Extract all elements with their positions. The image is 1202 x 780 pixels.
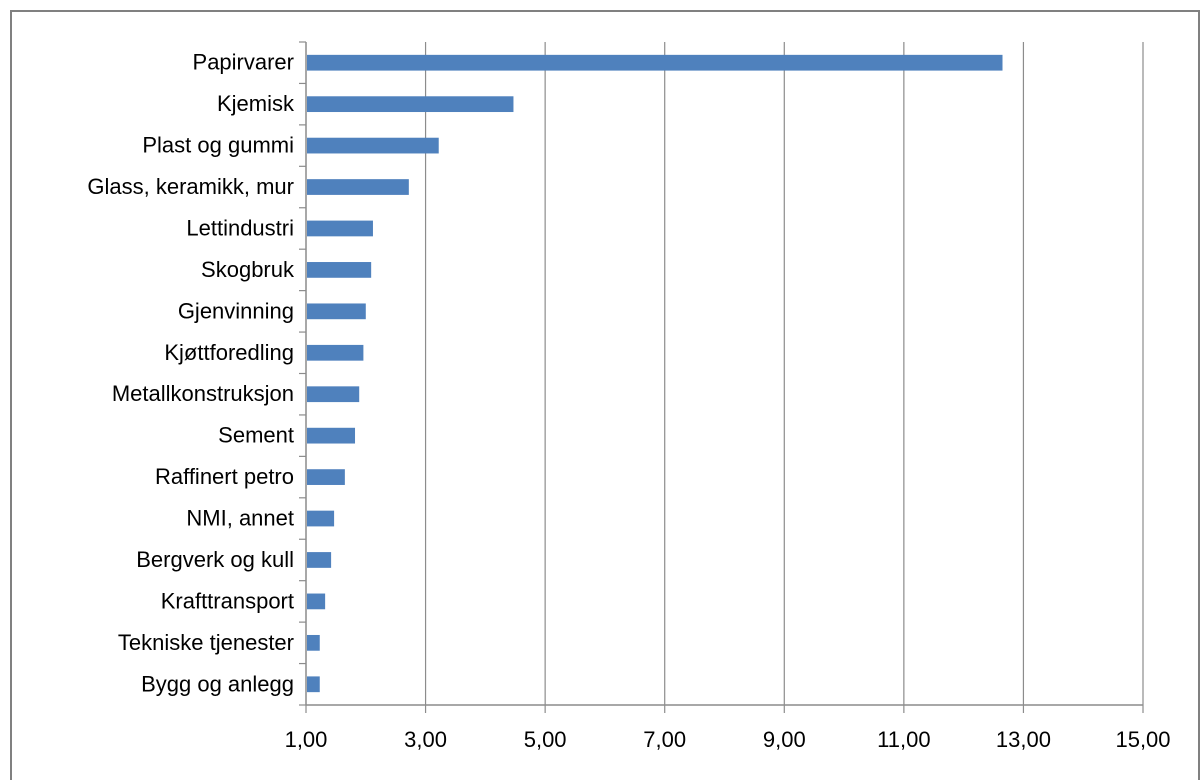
bar [307,427,356,444]
bar [307,54,1003,71]
bar [307,676,320,693]
bar [307,510,335,527]
grid-lines [424,42,1144,705]
category-labels: Papirvarer Kjemisk Plast og gummi Glass, ke… [87,50,295,697]
bar [307,344,364,361]
x-tick-labels: 1,00 3,00 5,00 7,00 9,00 11,00 13,00 15,00 [285,727,1171,752]
category-label: Kjøttforedling [164,340,294,365]
bar-chart: Papirvarer Kjemisk Plast og gummi Glass, ke… [87,41,1171,752]
category-label: Gjenvinning [178,298,294,323]
bar [307,137,439,154]
category-label: NMI, annet [186,506,294,531]
category-label: Bergverk og kull [136,547,294,572]
bars [307,54,1003,693]
category-label: Lettindustri [186,215,294,240]
bar [307,220,373,237]
category-label: Tekniske tjenester [118,630,294,655]
category-label: Metallkonstruksjon [112,381,294,406]
bar [307,262,372,278]
category-label: Papirvarer [193,50,294,75]
x-tick-label: 5,00 [524,727,567,752]
bar [307,386,360,403]
x-tick-label: 9,00 [763,727,806,752]
x-tick-label: 3,00 [404,727,447,752]
bar [307,96,514,113]
x-tick-label: 13,00 [996,727,1051,752]
bar [307,593,326,610]
category-label: Sement [218,423,294,448]
category-label: Glass, keramikk, mur [87,174,294,199]
category-label: Skogbruk [201,257,295,282]
category-label: Plast og gummi [142,133,294,158]
category-label: Raffinert petro [155,464,294,489]
bar [307,469,345,485]
axes [299,41,1144,713]
category-label: Kjemisk [217,91,295,116]
bar [307,179,409,195]
x-tick-label: 1,00 [285,727,328,752]
x-tick-label: 15,00 [1115,727,1170,752]
chart-frame: Papirvarer Kjemisk Plast og gummi Glass, ke… [10,10,1200,780]
x-tick-label: 7,00 [643,727,686,752]
bar [307,303,366,320]
x-tick-label: 11,00 [877,727,930,752]
category-label: Krafttransport [161,588,294,613]
bar [307,552,332,568]
bar [307,634,320,651]
category-label: Bygg og anlegg [141,671,294,696]
